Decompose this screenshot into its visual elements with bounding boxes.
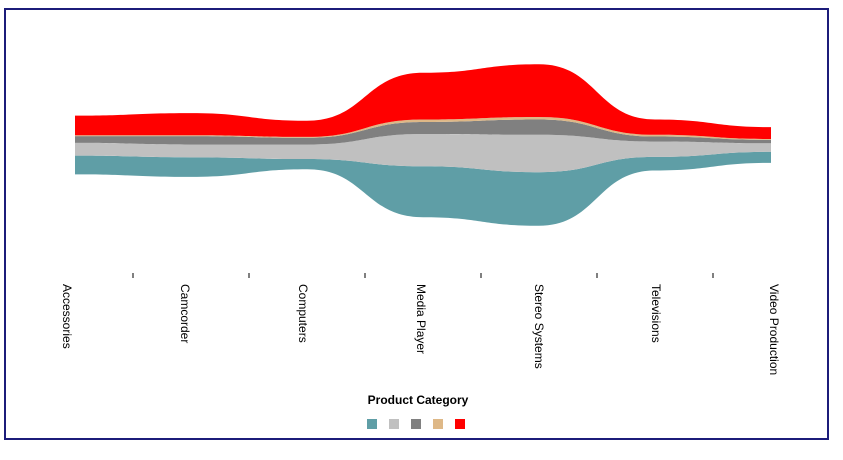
category-label: Accessories [60, 284, 74, 349]
category-labels: Accessories Camcorder Computers Media Playe… [60, 284, 781, 375]
stream-layer-5 [75, 64, 771, 140]
category-label: Video Production [767, 284, 781, 375]
legend-swatch-2[interactable] [389, 419, 399, 429]
stream-layer-4 [75, 116, 771, 140]
legend-title: Product Category [368, 393, 469, 407]
legend-swatch-3[interactable] [411, 419, 421, 429]
category-label: Media Player [414, 284, 428, 354]
streams-layer [75, 64, 771, 226]
category-label: Stereo Systems [532, 284, 546, 369]
legend-swatch-1[interactable] [367, 419, 377, 429]
legend-swatches [367, 419, 465, 429]
category-label: Computers [296, 284, 310, 343]
category-label: Televisions [649, 284, 663, 343]
legend-swatch-5[interactable] [455, 419, 465, 429]
legend: Product Category [367, 393, 469, 429]
category-label: Camcorder [178, 284, 192, 343]
category-axis [132, 273, 714, 278]
stream-layer-1 [75, 151, 771, 226]
stream-layer-2 [75, 133, 771, 173]
legend-swatch-4[interactable] [433, 419, 443, 429]
stream-layer-3 [75, 119, 771, 145]
